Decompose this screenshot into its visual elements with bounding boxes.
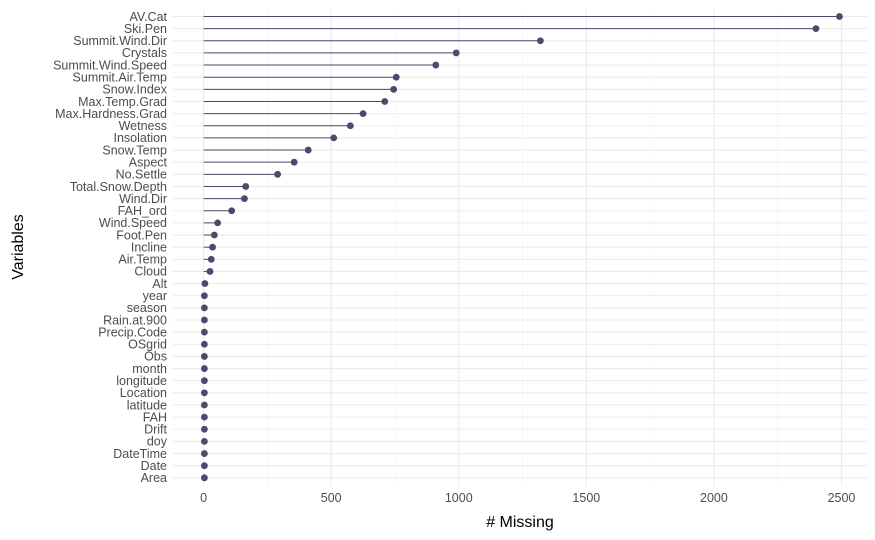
x-axis-title: # Missing [486,514,554,531]
stem-layer [203,16,840,479]
lollipop-point [537,37,544,45]
y-tick-label: Total.Snow.Depth [70,180,167,194]
y-tick-label: Summit.Air.Temp [73,71,168,85]
lollipop-point [304,146,312,154]
x-tick-labels: 0 500 1000 1500 2000 2500 [200,491,855,505]
lollipop-point [200,474,208,482]
lollipop-point [207,255,215,263]
lollipop-point [200,425,208,433]
y-tick-label: Drift [144,423,167,437]
y-tick-label: Aspect [129,155,168,169]
y-tick-label: FAH [143,410,167,424]
y-tick-label: Date [141,459,167,473]
y-tick-label: Summit.Wind.Dir [73,34,167,48]
lollipop-point [346,122,354,130]
lollipop-point [359,110,367,118]
y-tick-label: Area [141,471,167,485]
lollipop-point [200,438,208,445]
y-tick-label: Obs [144,350,167,364]
lollipop-point [210,231,218,239]
y-tick-label: AV.Cat [129,10,167,24]
lollipop-point [200,292,208,300]
x-tick-label: 0 [200,491,207,505]
lollipop-point [200,413,208,421]
x-tick-label: 1000 [445,491,473,505]
x-tick-label: 500 [321,491,342,505]
y-tick-label: Summit.Wind.Speed [53,58,167,72]
lollipop-point [452,49,460,57]
lollipop-point [200,462,208,470]
y-tick-label: Air.Temp [118,253,167,267]
lollipop-point [241,195,248,203]
y-tick-label: DateTime [113,447,167,461]
lollipop-point [206,268,214,275]
y-tick-label: No.Settle [116,168,167,182]
y-tick-label: Precip.Code [98,325,167,339]
lollipop-point [200,389,208,397]
y-axis-title: Variables [10,214,27,280]
lollipop-point [200,401,208,409]
lollipop-point [812,25,820,33]
lollipop-point [200,353,208,360]
y-tick-label: longitude [116,374,167,388]
x-tick-label: 2500 [828,491,856,505]
y-tick-label: Wetness [119,119,167,133]
y-tick-label: month [132,362,167,376]
lollipop-point [432,61,440,69]
y-tick-label: Snow.Index [102,83,167,97]
y-tick-label: Incline [131,240,167,254]
lollipop-point [200,328,208,336]
lollipop-point [242,183,250,190]
lollipop-point [836,13,843,20]
x-tick-label: 1500 [572,491,600,505]
y-tick-label: latitude [127,398,167,412]
lollipop-point [201,280,209,287]
y-tick-label: season [127,301,167,315]
y-tick-label: Wind.Speed [99,216,167,230]
y-tick-label: Crystals [122,46,167,60]
lollipop-point [274,170,282,178]
lollipop-point [200,316,208,324]
lollipop-point [200,377,208,385]
y-tick-label: Alt [152,277,167,291]
y-tick-labels: AV.CatSki.PenSummit.Wind.DirCrystalsSumm… [53,10,168,485]
y-tick-label: year [143,289,167,303]
y-tick-label: Insolation [113,131,167,145]
lollipop-point [390,85,398,93]
lollipop-point [200,365,208,372]
y-tick-label: Location [120,386,167,400]
y-tick-label: Max.Temp.Grad [78,95,167,109]
y-tick-label: Max.Hardness.Grad [55,107,167,121]
y-tick-label: OSgrid [128,338,167,352]
lollipop-point [200,450,208,457]
y-tick-label: Rain.at.900 [103,313,167,327]
y-tick-label: Foot.Pen [116,228,167,242]
lollipop-point [330,134,338,142]
lollipop-point [200,340,208,348]
y-tick-label: Cloud [134,265,167,279]
lollipop-point [214,219,222,227]
lollipop-point [209,243,216,251]
y-tick-label: Ski.Pen [124,22,167,36]
lollipop-point [392,73,400,81]
dot-layer [200,13,843,482]
y-tick-label: doy [147,435,168,449]
lollipop-point [200,304,208,312]
lollipop-point [290,158,298,166]
y-tick-label: Snow.Temp [102,143,167,157]
grid-layer [173,10,867,486]
y-tick-label: FAH_ord [118,204,167,218]
x-tick-label: 2000 [700,491,728,505]
lollipop-point [228,207,236,215]
y-tick-label: Wind.Dir [119,192,167,206]
lollipop-point [381,98,389,105]
